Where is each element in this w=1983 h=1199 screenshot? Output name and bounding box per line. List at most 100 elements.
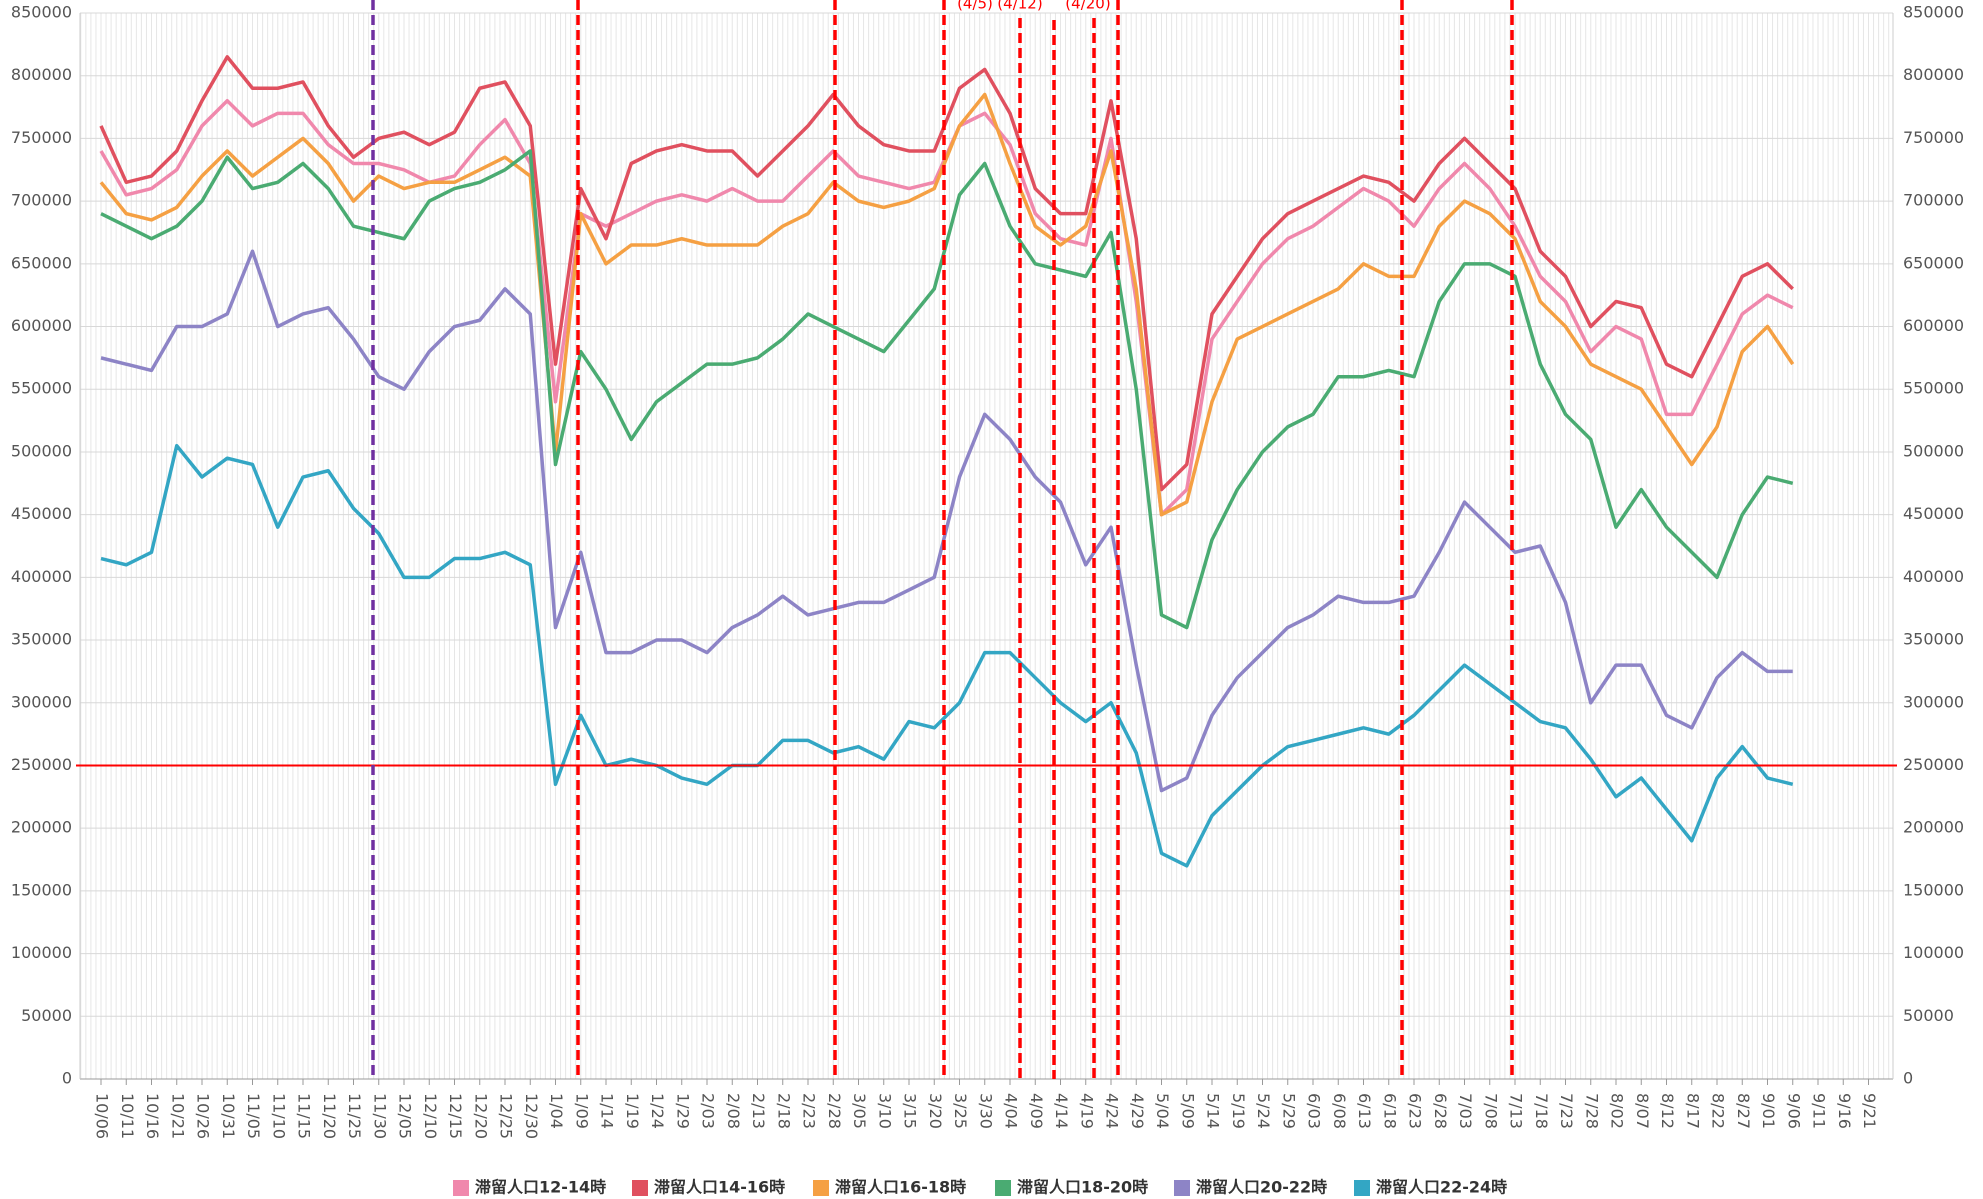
x-tick-label: 8/12: [1658, 1093, 1677, 1129]
y-tick-label: 400000: [11, 567, 72, 586]
x-tick-label: 12/10: [421, 1093, 440, 1139]
x-tick-label: 7/28: [1582, 1093, 1601, 1129]
x-tick-label: 5/29: [1279, 1093, 1298, 1129]
y2-tick-label: 250000: [1903, 755, 1964, 774]
x-tick-label: 10/26: [194, 1093, 213, 1139]
x-tick-label: 11/25: [345, 1093, 364, 1139]
x-tick-label: 2/13: [749, 1093, 768, 1129]
y2-tick-label: 50000: [1903, 1006, 1954, 1025]
y-tick-label: 100000: [11, 943, 72, 962]
x-tick-label: 9/11: [1810, 1093, 1829, 1129]
x-tick-label: 2/28: [825, 1093, 844, 1129]
x-tick-label: 5/24: [1254, 1093, 1273, 1129]
y2-tick-label: 400000: [1903, 567, 1964, 586]
y2-tick-label: 450000: [1903, 504, 1964, 523]
y2-tick-label: 600000: [1903, 316, 1964, 335]
y-tick-label: 200000: [11, 818, 72, 837]
x-tick-label: 1/04: [547, 1093, 566, 1129]
y-tick-label: 450000: [11, 504, 72, 523]
legend-swatch: [813, 1180, 829, 1196]
x-tick-label: 11/20: [320, 1093, 339, 1139]
legend-swatch: [995, 1180, 1011, 1196]
y2-tick-label: 200000: [1903, 818, 1964, 837]
legend-label: 滞留人口16-18時: [835, 1178, 966, 1197]
x-tick-label: 5/04: [1153, 1093, 1172, 1129]
y-tick-label: 700000: [11, 191, 72, 210]
x-tick-label: 4/19: [1077, 1093, 1096, 1129]
x-tick-label: 7/18: [1532, 1093, 1551, 1129]
x-tick-label: 10/21: [168, 1093, 187, 1139]
x-tick-label: 8/07: [1633, 1093, 1652, 1129]
x-tick-label: 1/29: [673, 1093, 692, 1129]
y2-tick-label: 550000: [1903, 379, 1964, 398]
y2-tick-label: 150000: [1903, 880, 1964, 899]
y-tick-label: 650000: [11, 253, 72, 272]
y2-tick-label: 800000: [1903, 65, 1964, 84]
x-tick-label: 3/05: [850, 1093, 869, 1129]
y2-tick-label: 650000: [1903, 253, 1964, 272]
legend-swatch: [632, 1180, 648, 1196]
x-tick-label: 2/23: [800, 1093, 819, 1129]
x-tick-label: 8/27: [1734, 1093, 1753, 1129]
x-tick-label: 6/28: [1431, 1093, 1450, 1129]
grid: [79, 12, 1894, 1085]
x-tick-label: 12/15: [446, 1093, 465, 1139]
plot: [76, 55, 1897, 868]
x-tick-label: 9/16: [1835, 1093, 1854, 1129]
y-tick-label: 800000: [11, 65, 72, 84]
x-tick-label: 7/13: [1507, 1093, 1526, 1129]
x-tick-label: 10/06: [93, 1093, 112, 1139]
x-tick-label: 5/14: [1204, 1093, 1223, 1129]
x-tick-label: 4/09: [1027, 1093, 1046, 1129]
x-tick-label: 1/14: [598, 1093, 617, 1129]
x-tick-label: 8/02: [1608, 1093, 1627, 1129]
legend-swatch: [453, 1180, 469, 1196]
legend-label: 滞留人口22-24時: [1376, 1178, 1507, 1197]
y2-tick-label: 500000: [1903, 441, 1964, 460]
x-tick-label: 11/05: [244, 1093, 263, 1139]
x-tick-label: 10/31: [219, 1093, 238, 1139]
annotation: (4/5): [957, 0, 993, 13]
x-tick-label: 5/19: [1229, 1093, 1248, 1129]
x-tick-label: 9/01: [1759, 1093, 1778, 1129]
annotation: (4/12): [997, 0, 1042, 13]
x-tick-label: 9/06: [1784, 1093, 1803, 1129]
y-tick-label: 600000: [11, 316, 72, 335]
x-tick-label: 3/30: [976, 1093, 995, 1129]
x-tick-label: 4/04: [1002, 1093, 1021, 1129]
legend-label: 滞留人口18-20時: [1017, 1178, 1148, 1197]
x-tick-label: 10/16: [143, 1093, 162, 1139]
x-tick-label: 9/21: [1860, 1093, 1879, 1129]
x-tick-label: 3/20: [926, 1093, 945, 1129]
y-tick-label: 350000: [11, 630, 72, 649]
legend-label: 滞留人口20-22時: [1196, 1178, 1327, 1197]
x-tick-label: 7/23: [1557, 1093, 1576, 1129]
series-line: [100, 443, 1794, 868]
x-tick-label: 1/19: [623, 1093, 642, 1129]
x-tick-label: 7/03: [1456, 1093, 1475, 1129]
x-tick-label: 3/10: [875, 1093, 894, 1129]
x-tick-label: 4/29: [1128, 1093, 1147, 1129]
x-tick-label: 1/09: [572, 1093, 591, 1129]
x-tick-label: 6/13: [1355, 1093, 1374, 1129]
annotation: (4/20): [1065, 0, 1110, 13]
x-tick-label: 4/24: [1103, 1093, 1122, 1129]
y-tick-label: 300000: [11, 692, 72, 711]
x-tick-label: 2/03: [699, 1093, 718, 1129]
x-tick-label: 11/15: [295, 1093, 314, 1139]
x-tick-label: 11/30: [370, 1093, 389, 1139]
x-tick-label: 4/14: [1052, 1093, 1071, 1129]
y2-tick-label: 700000: [1903, 191, 1964, 210]
y-tick-label: 850000: [11, 3, 72, 22]
series-line: [99, 99, 1794, 517]
x-tick-label: 7/08: [1481, 1093, 1500, 1129]
x-tick-label: 3/25: [951, 1093, 970, 1129]
legend-label: 滞留人口12-14時: [475, 1178, 606, 1197]
x-tick-label: 2/08: [724, 1093, 743, 1129]
x-tick-label: 12/20: [471, 1093, 490, 1139]
x-tick-label: 8/22: [1709, 1093, 1728, 1129]
y2-tick-label: 100000: [1903, 943, 1964, 962]
x-tick-label: 10/11: [118, 1093, 137, 1139]
x-tick-label: 2/18: [774, 1093, 793, 1129]
x-tick-label: 6/03: [1305, 1093, 1324, 1129]
